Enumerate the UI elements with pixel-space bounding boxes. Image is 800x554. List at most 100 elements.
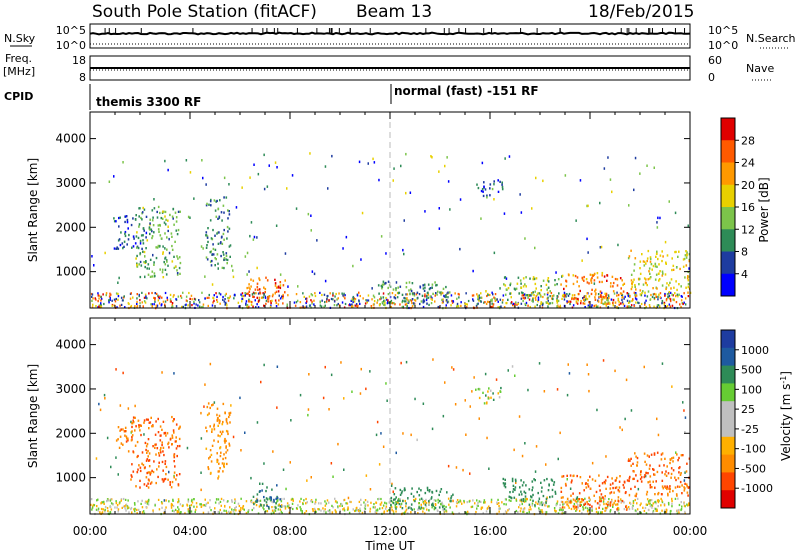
scatter-point [219, 302, 221, 305]
power-data-layer [90, 152, 692, 310]
scatter-point [217, 475, 220, 478]
scatter-point [287, 294, 289, 297]
scatter-point [310, 214, 312, 217]
echo-cell [583, 279, 585, 282]
scatter-point [498, 507, 500, 510]
scatter-point [228, 510, 230, 513]
scatter-point [307, 212, 310, 216]
echo-cell [148, 459, 151, 462]
scatter-point [524, 442, 526, 445]
scatter-point [561, 275, 563, 278]
scatter-point [584, 506, 587, 509]
echo-cell [615, 476, 618, 480]
echo-cell [554, 490, 557, 493]
echo-cell [159, 449, 162, 452]
scatter-point [511, 365, 514, 368]
scatter-point [311, 294, 314, 297]
scatter-point [405, 505, 407, 508]
scatter-point [332, 298, 334, 301]
echo-cell [217, 434, 219, 437]
scatter-point [336, 298, 338, 301]
scatter-point [495, 378, 498, 381]
scatter-point [177, 295, 180, 298]
echo-cell [162, 469, 164, 472]
scatter-point [253, 292, 256, 295]
echo-cell [646, 259, 648, 263]
scatter-point [187, 510, 190, 513]
scatter-point [490, 498, 493, 501]
echo-cell [275, 301, 278, 304]
scatter-point [375, 512, 378, 515]
echo-cell [498, 396, 501, 399]
echo-cell [640, 470, 642, 473]
echo-cell [612, 482, 614, 485]
scatter-point [392, 490, 394, 493]
scatter-point [288, 511, 291, 514]
scatter-point [356, 306, 359, 309]
echo-cell [405, 281, 408, 285]
echo-cell [537, 292, 539, 295]
scatter-point [447, 300, 450, 303]
scatter-point [567, 504, 570, 507]
echo-cell [143, 421, 145, 424]
echo-cell [609, 501, 612, 504]
scatter-point [505, 277, 508, 280]
echo-cell [222, 402, 225, 406]
scatter-point [161, 303, 163, 306]
echo-cell [172, 420, 174, 423]
echo-cell [626, 507, 628, 510]
echo-cell [130, 478, 132, 481]
scatter-point [607, 156, 609, 159]
scatter-point [677, 295, 679, 298]
echo-cell [270, 301, 272, 305]
scatter-point [621, 294, 624, 297]
scatter-point [347, 496, 350, 500]
scatter-point [576, 496, 579, 499]
echo-cell [504, 478, 506, 481]
echo-cell [265, 276, 267, 279]
echo-cell [173, 266, 176, 270]
echo-cell [561, 274, 564, 277]
scatter-point [217, 498, 220, 501]
scatter-point [480, 500, 482, 503]
scatter-point [173, 474, 175, 478]
scatter-point [668, 200, 670, 203]
echo-cell [142, 206, 144, 210]
scatter-point [456, 499, 459, 502]
scatter-point [477, 298, 479, 301]
echo-cell [520, 282, 522, 285]
echo-cell [643, 264, 646, 267]
echo-cell [639, 473, 642, 476]
scatter-point [280, 504, 283, 507]
echo-cell [382, 296, 385, 299]
scatter-point [528, 298, 531, 301]
scatter-point [663, 303, 666, 306]
echo-cell [170, 486, 173, 489]
colorbar-tick-label: 4 [741, 268, 748, 281]
scatter-point [209, 260, 212, 263]
echo-cell [132, 450, 134, 453]
scatter-point [369, 370, 371, 373]
scatter-point [620, 500, 622, 504]
echo-cell [646, 283, 648, 287]
scatter-point [187, 508, 189, 511]
scatter-point [493, 296, 495, 299]
scatter-point [460, 304, 462, 307]
scatter-point [200, 306, 203, 309]
echo-cell [115, 220, 117, 223]
echo-cell [136, 263, 138, 266]
echo-cell [161, 268, 164, 271]
scatter-point [111, 299, 113, 302]
scatter-point [679, 303, 681, 306]
scatter-point [224, 303, 226, 306]
scatter-point [422, 510, 424, 513]
scatter-point [405, 300, 407, 303]
echo-cell [656, 470, 659, 474]
scatter-point [307, 413, 309, 417]
echo-cell [137, 246, 140, 250]
scatter-point [626, 305, 629, 308]
scatter-point [93, 504, 96, 507]
scatter-point [596, 306, 598, 309]
scatter-point [323, 293, 326, 296]
scatter-point [418, 293, 421, 296]
